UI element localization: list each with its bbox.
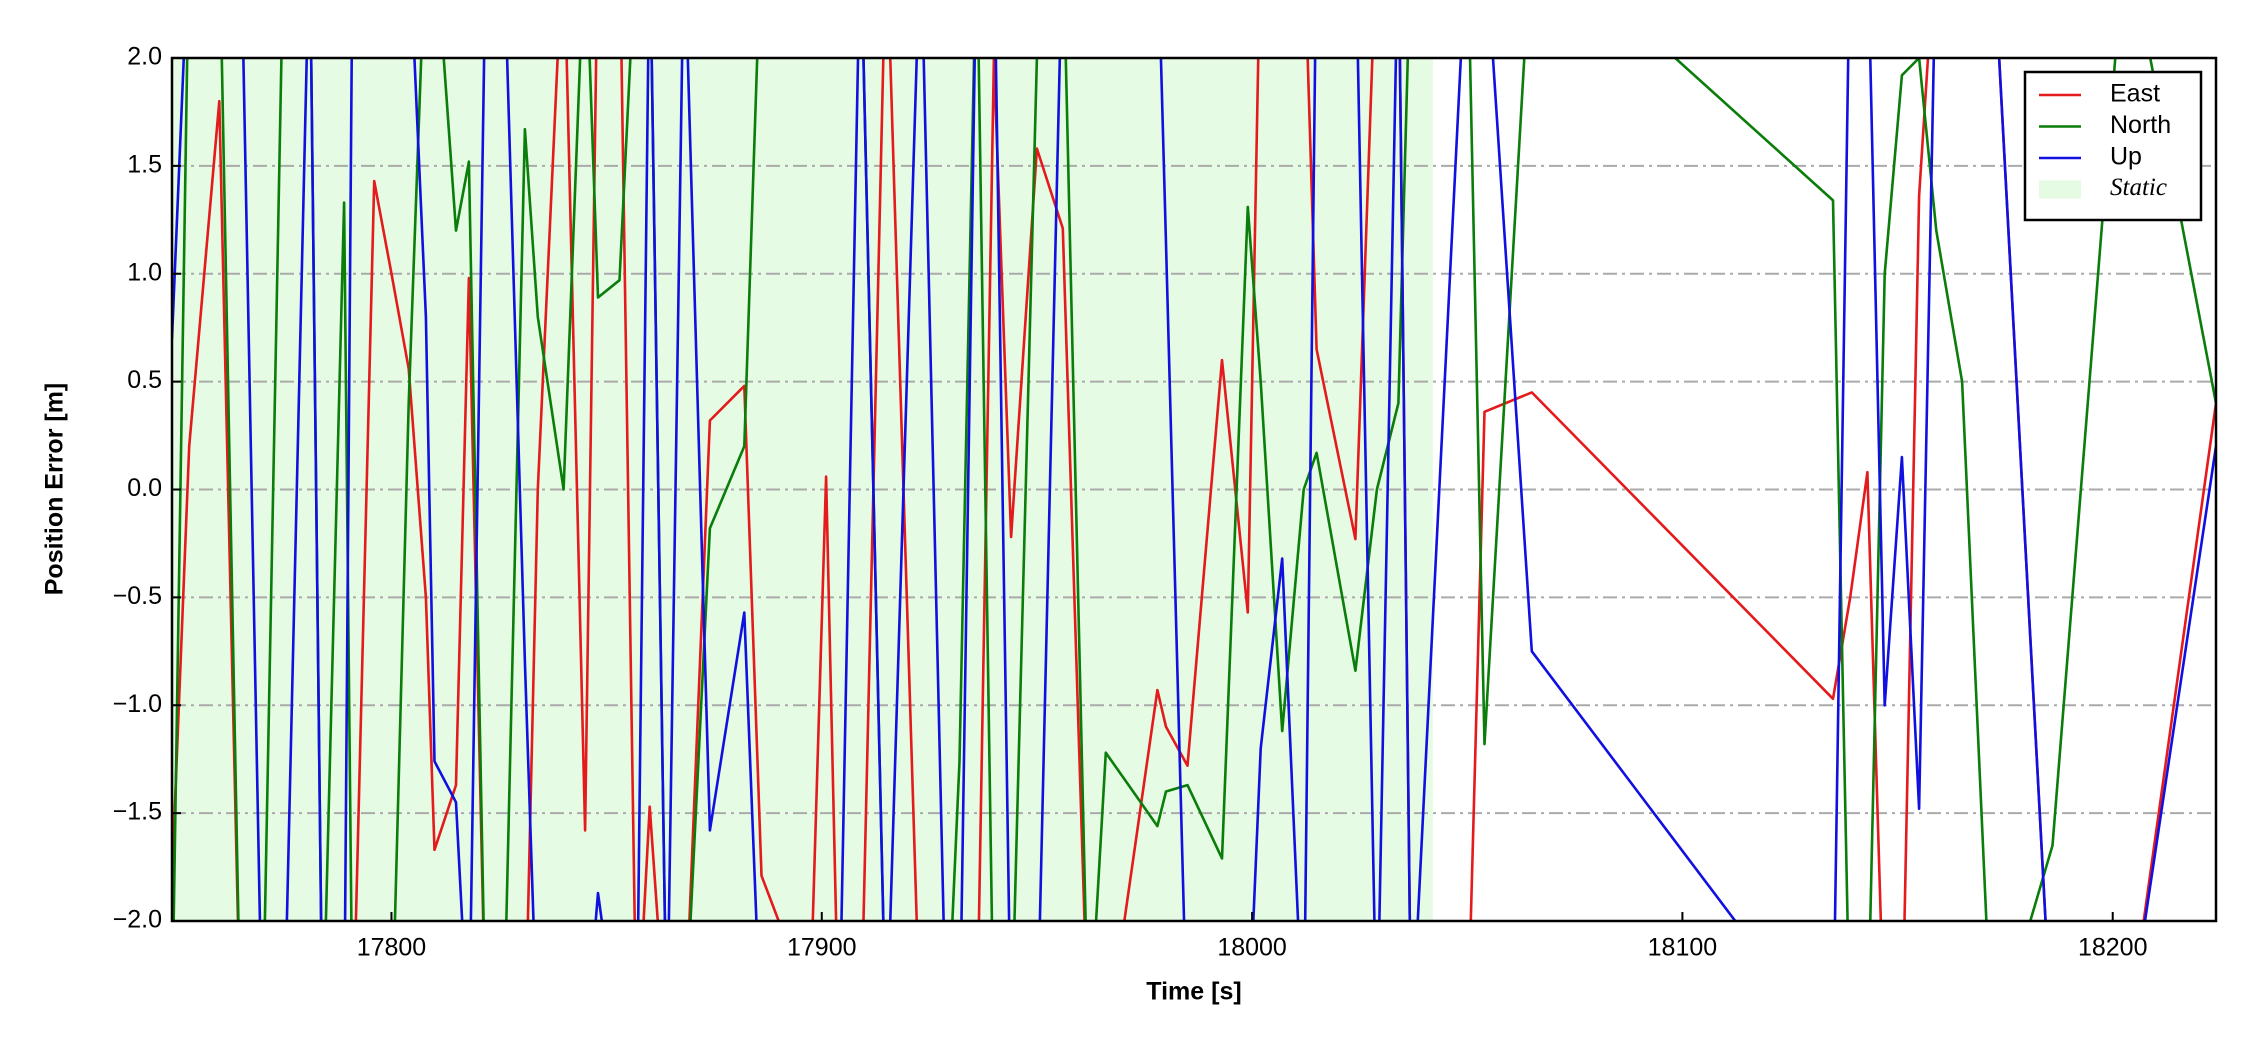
series-line xyxy=(172,58,2216,921)
x-tick-label: 17800 xyxy=(357,934,427,962)
x-tick-label: 18000 xyxy=(1217,934,1287,962)
legend-label: East xyxy=(2110,80,2160,108)
legend: East North Up Static xyxy=(2023,70,2203,222)
y-axis-label: Position Error [m] xyxy=(41,383,69,596)
series-line xyxy=(172,58,2216,921)
legend-label: Up xyxy=(2110,143,2142,171)
y-tick-label: −1.5 xyxy=(113,798,162,826)
legend-label: Static xyxy=(2110,174,2167,201)
y-tick-label: 2.0 xyxy=(127,43,162,71)
y-tick-label: −0.5 xyxy=(113,582,162,610)
x-tick-label: 18200 xyxy=(2078,934,2148,962)
y-tick-label: 1.0 xyxy=(127,258,162,286)
legend-label: North xyxy=(2110,111,2171,139)
x-axis-label: Time [s] xyxy=(1146,978,1241,1006)
y-tick-label: 1.5 xyxy=(127,150,162,178)
y-tick-label: −2.0 xyxy=(113,906,162,934)
legend-swatch xyxy=(2039,180,2081,199)
axes: −2.0 −1.5 −1.0 −0.5 0.0 0.5 1.0 1.5 2.0 17800 1790… xyxy=(113,43,2218,962)
y-tick-label: 0.5 xyxy=(127,366,162,394)
lines xyxy=(172,58,2216,921)
x-tick-label: 17900 xyxy=(787,934,857,962)
plot-frame xyxy=(170,56,2218,923)
x-tick-label: 18100 xyxy=(1648,934,1718,962)
y-tick-label: 0.0 xyxy=(127,474,162,502)
y-tick-label: −1.0 xyxy=(113,690,162,718)
